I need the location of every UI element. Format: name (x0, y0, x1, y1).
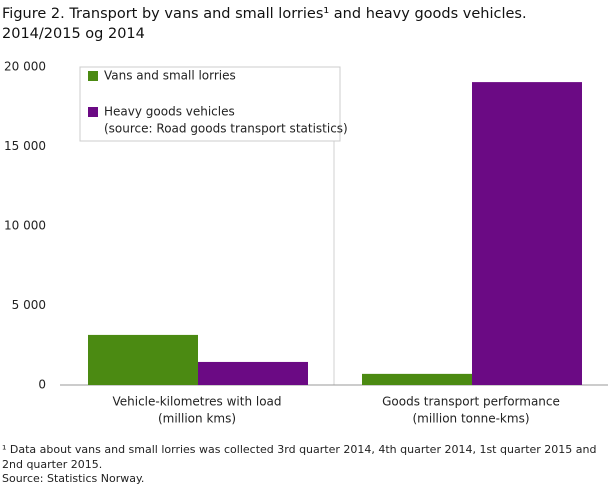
footnote: 2nd quarter 2015. (2, 458, 102, 471)
legend-note: (source: Road goods transport statistics… (104, 122, 348, 136)
legend-box (79, 66, 341, 142)
legend-label: Heavy goods vehicles (104, 105, 235, 119)
x-tick-label: Goods transport performance (382, 395, 560, 409)
chart-subtitle: 2014/2015 og 2014 (2, 26, 145, 42)
bar (198, 361, 308, 385)
x-tick-label: (million kms) (158, 412, 236, 426)
bar (88, 334, 198, 385)
footnote: ¹ Data about vans and small lorries was … (2, 443, 597, 456)
bar (472, 82, 582, 385)
source: Source: Statistics Norway. (2, 472, 144, 485)
y-tick-label: 10 000 (4, 219, 46, 233)
y-tick-label: 20 000 (4, 60, 46, 74)
y-tick-label: 15 000 (4, 139, 46, 153)
y-tick-label: 0 (38, 378, 46, 392)
x-tick-label: Vehicle-kilometres with load (112, 395, 281, 409)
legend-swatch (88, 107, 98, 117)
x-tick-label: (million tonne-kms) (412, 412, 529, 426)
y-tick-label: 5 000 (12, 298, 46, 312)
bar (362, 373, 472, 385)
chart-title: Figure 2. Transport by vans and small lo… (2, 6, 527, 22)
legend-swatch (88, 71, 98, 81)
legend-label: Vans and small lorries (104, 69, 236, 83)
